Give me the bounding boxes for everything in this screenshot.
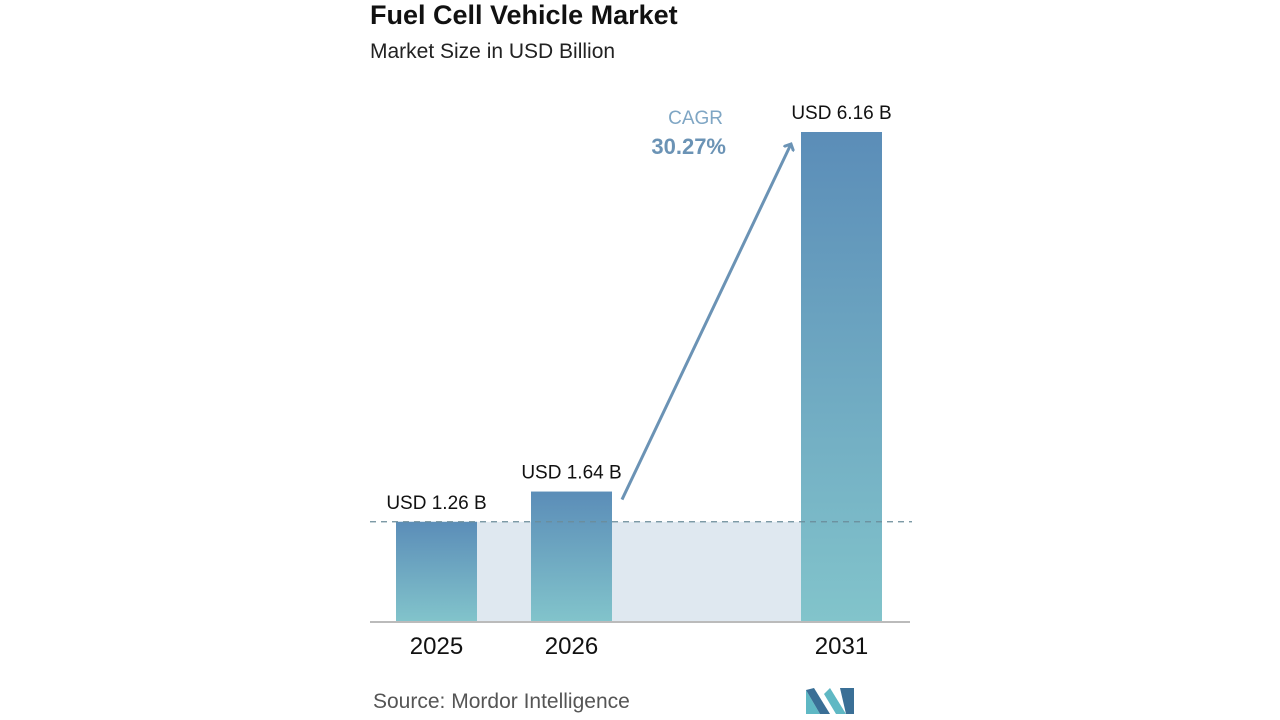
cagr-label: CAGR [668,108,723,129]
mordor-intelligence-logo-icon [806,688,854,714]
source-label: Source: [373,690,446,713]
chart-title: Fuel Cell Vehicle Market [370,0,678,30]
data-label-2026: USD 1.64 B [521,463,621,484]
labels-layer: USD 1.26 B 2025 USD 1.64 B 2026 USD 6.16 B 20… [386,103,891,660]
cagr-annotation-layer: CAGR 30.27% [620,108,791,501]
x-tick-label-2026: 2026 [545,633,598,660]
source-line: Source: Mordor Intelligence [373,690,630,714]
reference-lines-layer [370,521,912,623]
x-tick-label-2025: 2025 [410,633,463,660]
bars-layer [396,132,882,622]
bar-2025 [396,521,477,622]
data-label-2025: USD 1.26 B [386,493,486,514]
bar-2031 [801,132,882,622]
chart-subtitle: Market Size in USD Billion [370,40,616,63]
cagr-value: 30.27% [651,134,726,159]
x-tick-label-2031: 2031 [815,633,868,660]
bar-2026 [531,491,612,622]
source-name: Mordor Intelligence [451,690,630,713]
data-label-2031: USD 6.16 B [791,103,891,124]
cagr-arrow [620,144,791,501]
